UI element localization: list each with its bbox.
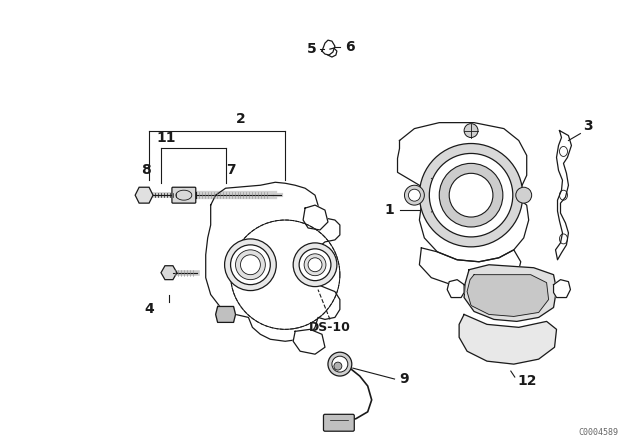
Polygon shape: [303, 205, 328, 230]
Text: 11: 11: [156, 130, 176, 145]
Text: 8: 8: [141, 164, 151, 177]
Circle shape: [299, 249, 331, 280]
Polygon shape: [459, 314, 557, 364]
Circle shape: [225, 239, 276, 291]
Text: 7: 7: [226, 164, 236, 177]
Text: 1: 1: [385, 203, 394, 217]
Polygon shape: [467, 275, 548, 316]
Text: 5: 5: [307, 42, 317, 56]
Text: 3: 3: [584, 119, 593, 133]
Text: C0004589: C0004589: [578, 428, 618, 437]
Text: 6: 6: [345, 40, 355, 54]
Circle shape: [404, 185, 424, 205]
Circle shape: [241, 255, 260, 275]
Circle shape: [464, 124, 478, 138]
Polygon shape: [556, 130, 572, 260]
Polygon shape: [161, 266, 177, 280]
Circle shape: [328, 352, 352, 376]
Circle shape: [516, 187, 532, 203]
Circle shape: [304, 254, 326, 276]
Polygon shape: [293, 329, 325, 354]
Circle shape: [293, 243, 337, 287]
Text: 9: 9: [399, 372, 410, 386]
Circle shape: [449, 173, 493, 217]
Polygon shape: [135, 187, 153, 203]
Circle shape: [332, 356, 348, 372]
FancyBboxPatch shape: [172, 187, 196, 203]
FancyBboxPatch shape: [323, 414, 355, 431]
Circle shape: [308, 258, 322, 271]
Polygon shape: [464, 265, 557, 321]
Circle shape: [439, 164, 503, 227]
Polygon shape: [397, 123, 529, 262]
Polygon shape: [419, 248, 521, 288]
Circle shape: [334, 362, 342, 370]
Polygon shape: [205, 182, 340, 341]
Polygon shape: [447, 280, 464, 297]
Circle shape: [408, 189, 420, 201]
Polygon shape: [216, 306, 236, 323]
Circle shape: [429, 154, 513, 237]
Polygon shape: [554, 280, 570, 297]
Text: 12: 12: [517, 374, 536, 388]
Text: 4: 4: [144, 302, 154, 316]
Text: 2: 2: [236, 112, 245, 125]
Text: DS-10: DS-10: [309, 321, 351, 334]
Circle shape: [230, 245, 270, 284]
Circle shape: [419, 143, 523, 247]
Polygon shape: [322, 40, 335, 55]
Circle shape: [236, 250, 266, 280]
